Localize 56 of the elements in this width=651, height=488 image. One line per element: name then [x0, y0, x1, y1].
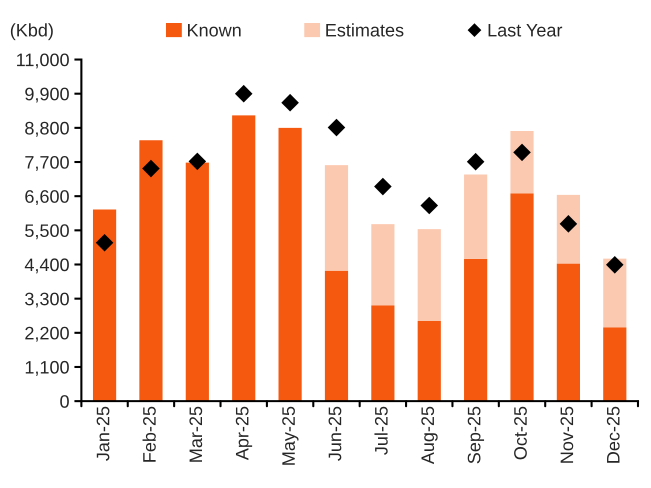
bar: [324, 270, 348, 402]
bar: [464, 258, 488, 402]
x-tick-label: Dec-25: [606, 406, 620, 463]
point: [328, 118, 346, 136]
x-tick-label: Aug-25: [421, 406, 438, 464]
x-tick-label: Apr-25: [236, 406, 252, 460]
bar: [556, 194, 580, 264]
bar: [603, 258, 626, 328]
y-tick-label: 11,000: [17, 53, 69, 68]
x-tick-label: Oct-25: [514, 406, 527, 460]
point: [234, 84, 252, 102]
bar: [186, 162, 209, 402]
bar: [371, 305, 394, 402]
bar: [324, 165, 348, 271]
bar: [139, 140, 163, 402]
point: [513, 144, 531, 162]
y-tick-label: 0: [60, 395, 69, 408]
bar: [371, 224, 394, 306]
point: [188, 152, 206, 170]
y-tick-label: 2,200: [25, 326, 69, 342]
bar: [418, 229, 441, 322]
legend-label: Known: [188, 24, 241, 37]
x-tick-label: Mar-25: [189, 406, 202, 462]
bar: [418, 321, 441, 402]
x-tick-label: Feb-25: [142, 406, 156, 462]
point: [374, 178, 392, 196]
bar: [92, 210, 116, 402]
x-tick-label: Jun-25: [328, 406, 342, 461]
point: [281, 94, 299, 112]
bar: [464, 174, 488, 259]
legend-label: Last Year: [488, 24, 562, 37]
y-tick-label: 1,100: [26, 360, 69, 376]
x-tick-label: Sep-25: [468, 406, 484, 464]
y-tick-label: 9,900: [25, 88, 69, 103]
point: [142, 160, 160, 178]
y-axis-title: (Kbd): [10, 23, 53, 40]
point: [606, 256, 624, 274]
y-tick-label: 6,600: [25, 190, 69, 206]
y-tick-label: 4,400: [24, 258, 69, 274]
point: [96, 234, 114, 252]
y-tick-label: 8,800: [25, 122, 69, 137]
x-tick-label: Jul-25: [374, 406, 388, 455]
legend-label: Estimates: [326, 23, 404, 37]
bar: [556, 264, 580, 402]
y-tick-label: 3,300: [25, 292, 69, 308]
x-tick-label: Jan-25: [96, 406, 110, 461]
y-tick-label: 7,700: [25, 156, 69, 171]
point: [466, 152, 484, 170]
point: [420, 196, 438, 214]
bar: [510, 193, 534, 402]
bar: [278, 128, 302, 402]
x-tick-label: May-25: [282, 406, 299, 465]
bar: [603, 328, 626, 402]
bar: [232, 115, 256, 402]
x-tick-label: Nov-25: [560, 406, 574, 463]
y-tick-label: 5,500: [25, 224, 69, 240]
